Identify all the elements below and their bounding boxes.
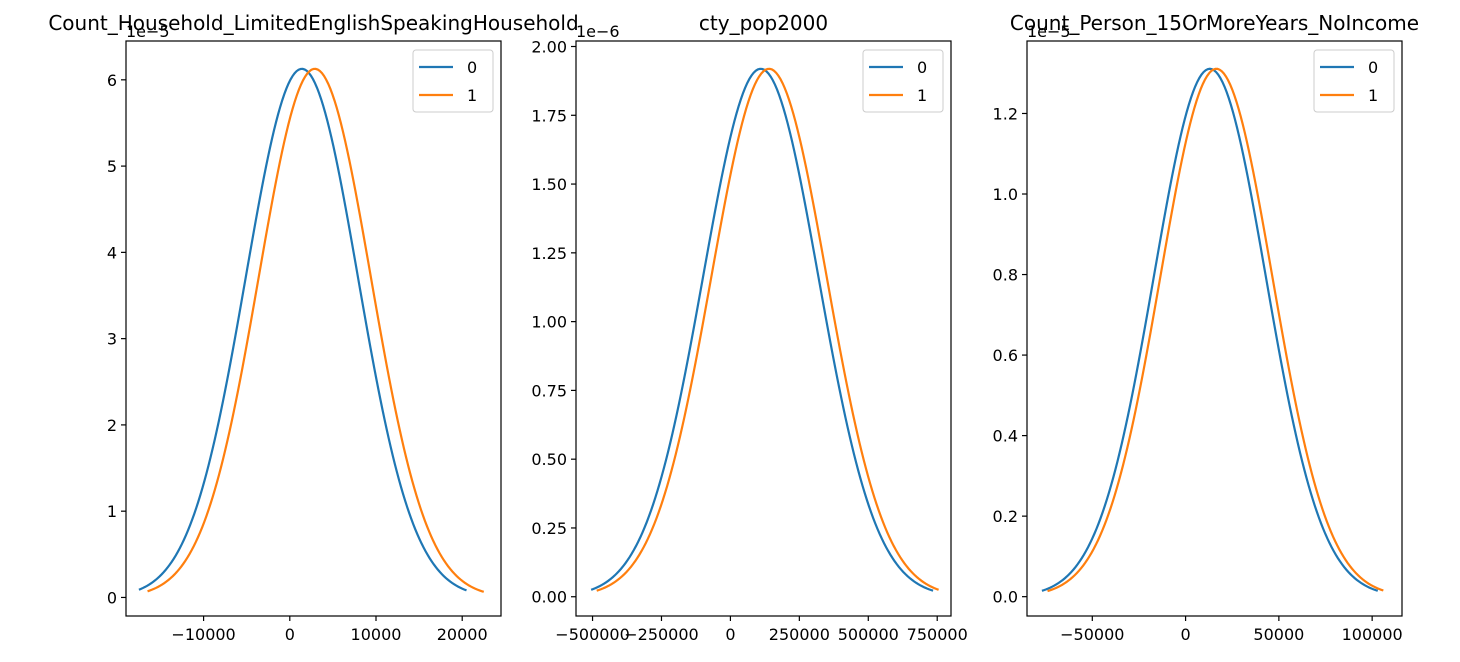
y-tick-label: 5 — [107, 157, 117, 176]
legend: 01 — [1313, 49, 1395, 113]
series-line-1 — [1047, 67, 1384, 593]
legend-label-0: 0 — [917, 58, 927, 77]
x-tick-label: 0 — [1180, 625, 1190, 644]
axes-frame — [575, 40, 952, 617]
y-tick-label: 0.50 — [531, 450, 567, 469]
y-tick-label: 0.75 — [531, 381, 567, 400]
y-offset-label: 1e−5 — [1027, 22, 1071, 41]
x-tick-label: 0 — [285, 625, 295, 644]
x-tick-label: −10000 — [171, 625, 235, 644]
series-line-1 — [596, 67, 939, 592]
legend: 01 — [862, 49, 944, 113]
x-tick-label: −250000 — [624, 625, 698, 644]
x-tick-label: 500000 — [838, 625, 899, 644]
subplot-1: −10000 0 10000 2000001234561e−5Count_Househ… — [48, 11, 578, 644]
y-tick-label: 0.6 — [993, 346, 1018, 365]
y-tick-label: 1.0 — [993, 185, 1018, 204]
x-tick-label: 20000 — [437, 625, 488, 644]
x-tick-label: 50000 — [1253, 625, 1304, 644]
axes-frame — [125, 40, 502, 617]
legend-label-1: 1 — [1368, 86, 1378, 105]
series-line-0 — [1041, 67, 1379, 592]
x-tick-label: 10000 — [351, 625, 402, 644]
legend-label-1: 1 — [917, 86, 927, 105]
legend-box — [1313, 49, 1395, 113]
y-tick-label: 0.0 — [993, 588, 1018, 607]
x-tick-label: 250000 — [769, 625, 830, 644]
subplot-title: Count_Person_15OrMoreYears_NoIncome — [1010, 11, 1419, 35]
y-tick-label: 1.2 — [993, 104, 1018, 123]
y-tick-label: 0 — [107, 588, 117, 607]
y-tick-label: 1.25 — [531, 244, 567, 263]
legend-label-1: 1 — [467, 86, 477, 105]
series-line-0 — [138, 67, 467, 592]
x-tick-label: −50000 — [1060, 625, 1124, 644]
subplot-title: Count_Household_LimitedEnglishSpeakingHo… — [48, 11, 578, 35]
y-tick-label: 6 — [107, 71, 117, 90]
x-tick-label: 0 — [725, 625, 735, 644]
y-tick-label: 3 — [107, 330, 117, 349]
y-tick-label: 1.00 — [531, 313, 567, 332]
axes-frame — [1026, 40, 1403, 617]
series-line-1 — [147, 67, 485, 593]
subplot-2: −500000−250000 0 250000 500000 750000 0.00 0.2… — [531, 11, 967, 644]
series-line-0 — [590, 67, 934, 592]
x-tick-label: 100000 — [1342, 625, 1403, 644]
y-tick-label: 0.00 — [531, 588, 567, 607]
legend-box — [862, 49, 944, 113]
y-tick-label: 0.2 — [993, 507, 1018, 526]
y-tick-label: 0.25 — [531, 519, 567, 538]
legend-label-0: 0 — [1368, 58, 1378, 77]
legend: 01 — [412, 49, 494, 113]
legend-box — [412, 49, 494, 113]
subplot-title: cty_pop2000 — [699, 11, 828, 35]
y-tick-label: 0.8 — [993, 266, 1018, 285]
y-tick-label: 0.4 — [993, 427, 1018, 446]
y-offset-label: 1e−5 — [126, 22, 170, 41]
y-tick-label: 1.50 — [531, 175, 567, 194]
subplot-3: −50000 0 50000 100000 0.0 0.2 0.4 0.6 0.8 1.0 1.2 1… — [993, 11, 1420, 644]
y-tick-label: 1.75 — [531, 106, 567, 125]
x-tick-label: −500000 — [555, 625, 629, 644]
y-tick-label: 2 — [107, 416, 117, 435]
x-tick-label: 750000 — [907, 625, 968, 644]
y-offset-label: 1e−6 — [576, 22, 620, 41]
y-tick-label: 4 — [107, 243, 117, 262]
y-tick-label: 1 — [107, 502, 117, 521]
y-tick-label: 2.00 — [531, 38, 567, 57]
legend-label-0: 0 — [467, 58, 477, 77]
